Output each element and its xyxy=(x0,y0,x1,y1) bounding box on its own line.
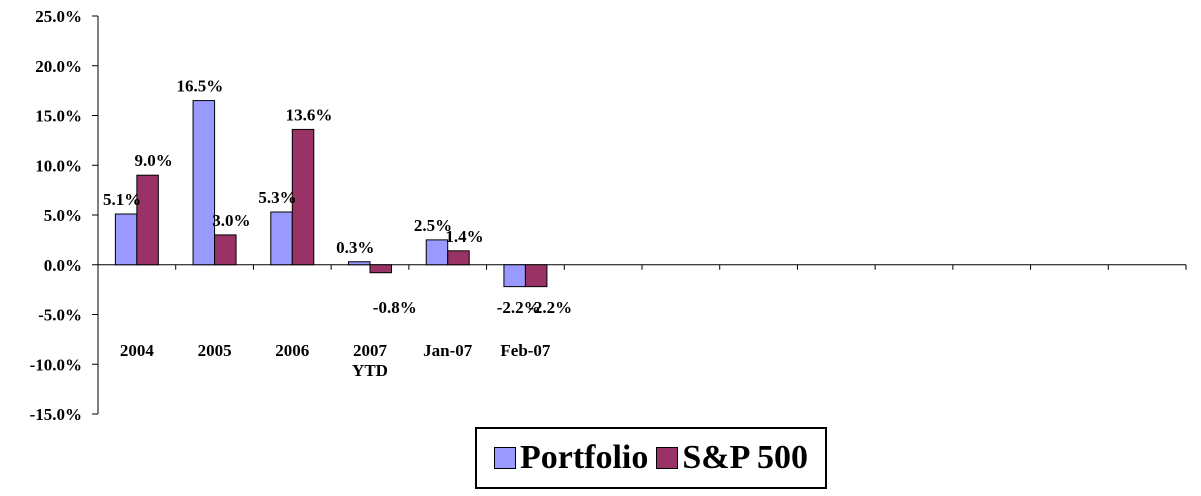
data-label-portfolio: 2.5% xyxy=(414,216,452,235)
data-label-portfolio: 5.1% xyxy=(103,190,141,209)
y-tick-label: 5.0% xyxy=(44,206,82,225)
bar-portfolio xyxy=(270,211,293,266)
legend-swatch-sp500 xyxy=(656,447,679,469)
bar-portfolio xyxy=(348,261,371,266)
x-axis xyxy=(98,264,1187,270)
category-label: 2005 xyxy=(198,341,232,360)
bar-portfolio xyxy=(503,264,526,288)
y-tick-label: 25.0% xyxy=(35,7,82,26)
bar-sp500 xyxy=(447,250,470,266)
data-label-sp500: -0.8% xyxy=(373,298,417,317)
y-tick-label: 10.0% xyxy=(35,156,82,175)
y-tick-label: 0.0% xyxy=(44,256,82,275)
data-label-portfolio: 0.3% xyxy=(336,238,374,257)
legend-swatch-portfolio xyxy=(493,447,516,469)
legend-item-sp500: S&P 500 xyxy=(656,439,808,477)
y-tick-label: 20.0% xyxy=(35,57,82,76)
category-label: 2004 xyxy=(120,341,155,360)
bar-portfolio xyxy=(192,100,216,266)
data-label-sp500: 3.0% xyxy=(212,211,250,230)
y-tick-label: -5.0% xyxy=(38,306,82,325)
legend-item-portfolio: Portfolio xyxy=(493,439,649,477)
bar-portfolio xyxy=(114,213,138,266)
data-label-portfolio: -2.2% xyxy=(497,298,541,317)
bar-sp500 xyxy=(291,128,315,266)
bar-sp500 xyxy=(524,264,548,288)
y-tick-label: 15.0% xyxy=(35,107,82,126)
category-label: Jan-07 xyxy=(423,341,473,360)
data-label-sp500: -2.2% xyxy=(528,298,572,317)
category-label: Feb-07 xyxy=(500,341,551,360)
bar-sp500 xyxy=(369,264,392,274)
legend: Portfolio S&P 500 xyxy=(475,427,827,489)
y-tick-label: -10.0% xyxy=(30,355,82,374)
bar-sp500 xyxy=(214,234,237,266)
y-axis: 25.0% 20.0% 15.0% 10.0% 5.0% 0.0% -5.0% -10.0% -… xyxy=(30,7,99,424)
legend-label-sp500: S&P 500 xyxy=(682,439,809,476)
category-label: YTD xyxy=(352,361,388,380)
data-label-portfolio: 5.3% xyxy=(258,188,296,207)
category-label: 2006 xyxy=(275,341,309,360)
bar-sp500 xyxy=(136,174,159,266)
data-label-portfolio: 16.5% xyxy=(176,77,223,96)
y-tick-label: -15.0% xyxy=(30,405,82,424)
bars xyxy=(114,100,548,288)
data-labels: 5.1% 9.0% 16.5% 3.0% 5.3% 13.6% 0.3% -0.8% 2.5%1… xyxy=(103,77,572,317)
category-label: 2007 xyxy=(353,341,388,360)
data-label-sp500: 13.6% xyxy=(286,105,333,124)
data-label-sp500: 9.0% xyxy=(134,151,172,170)
data-label-sp500: 1.4% xyxy=(445,227,483,246)
legend-label-portfolio: Portfolio xyxy=(519,439,649,476)
